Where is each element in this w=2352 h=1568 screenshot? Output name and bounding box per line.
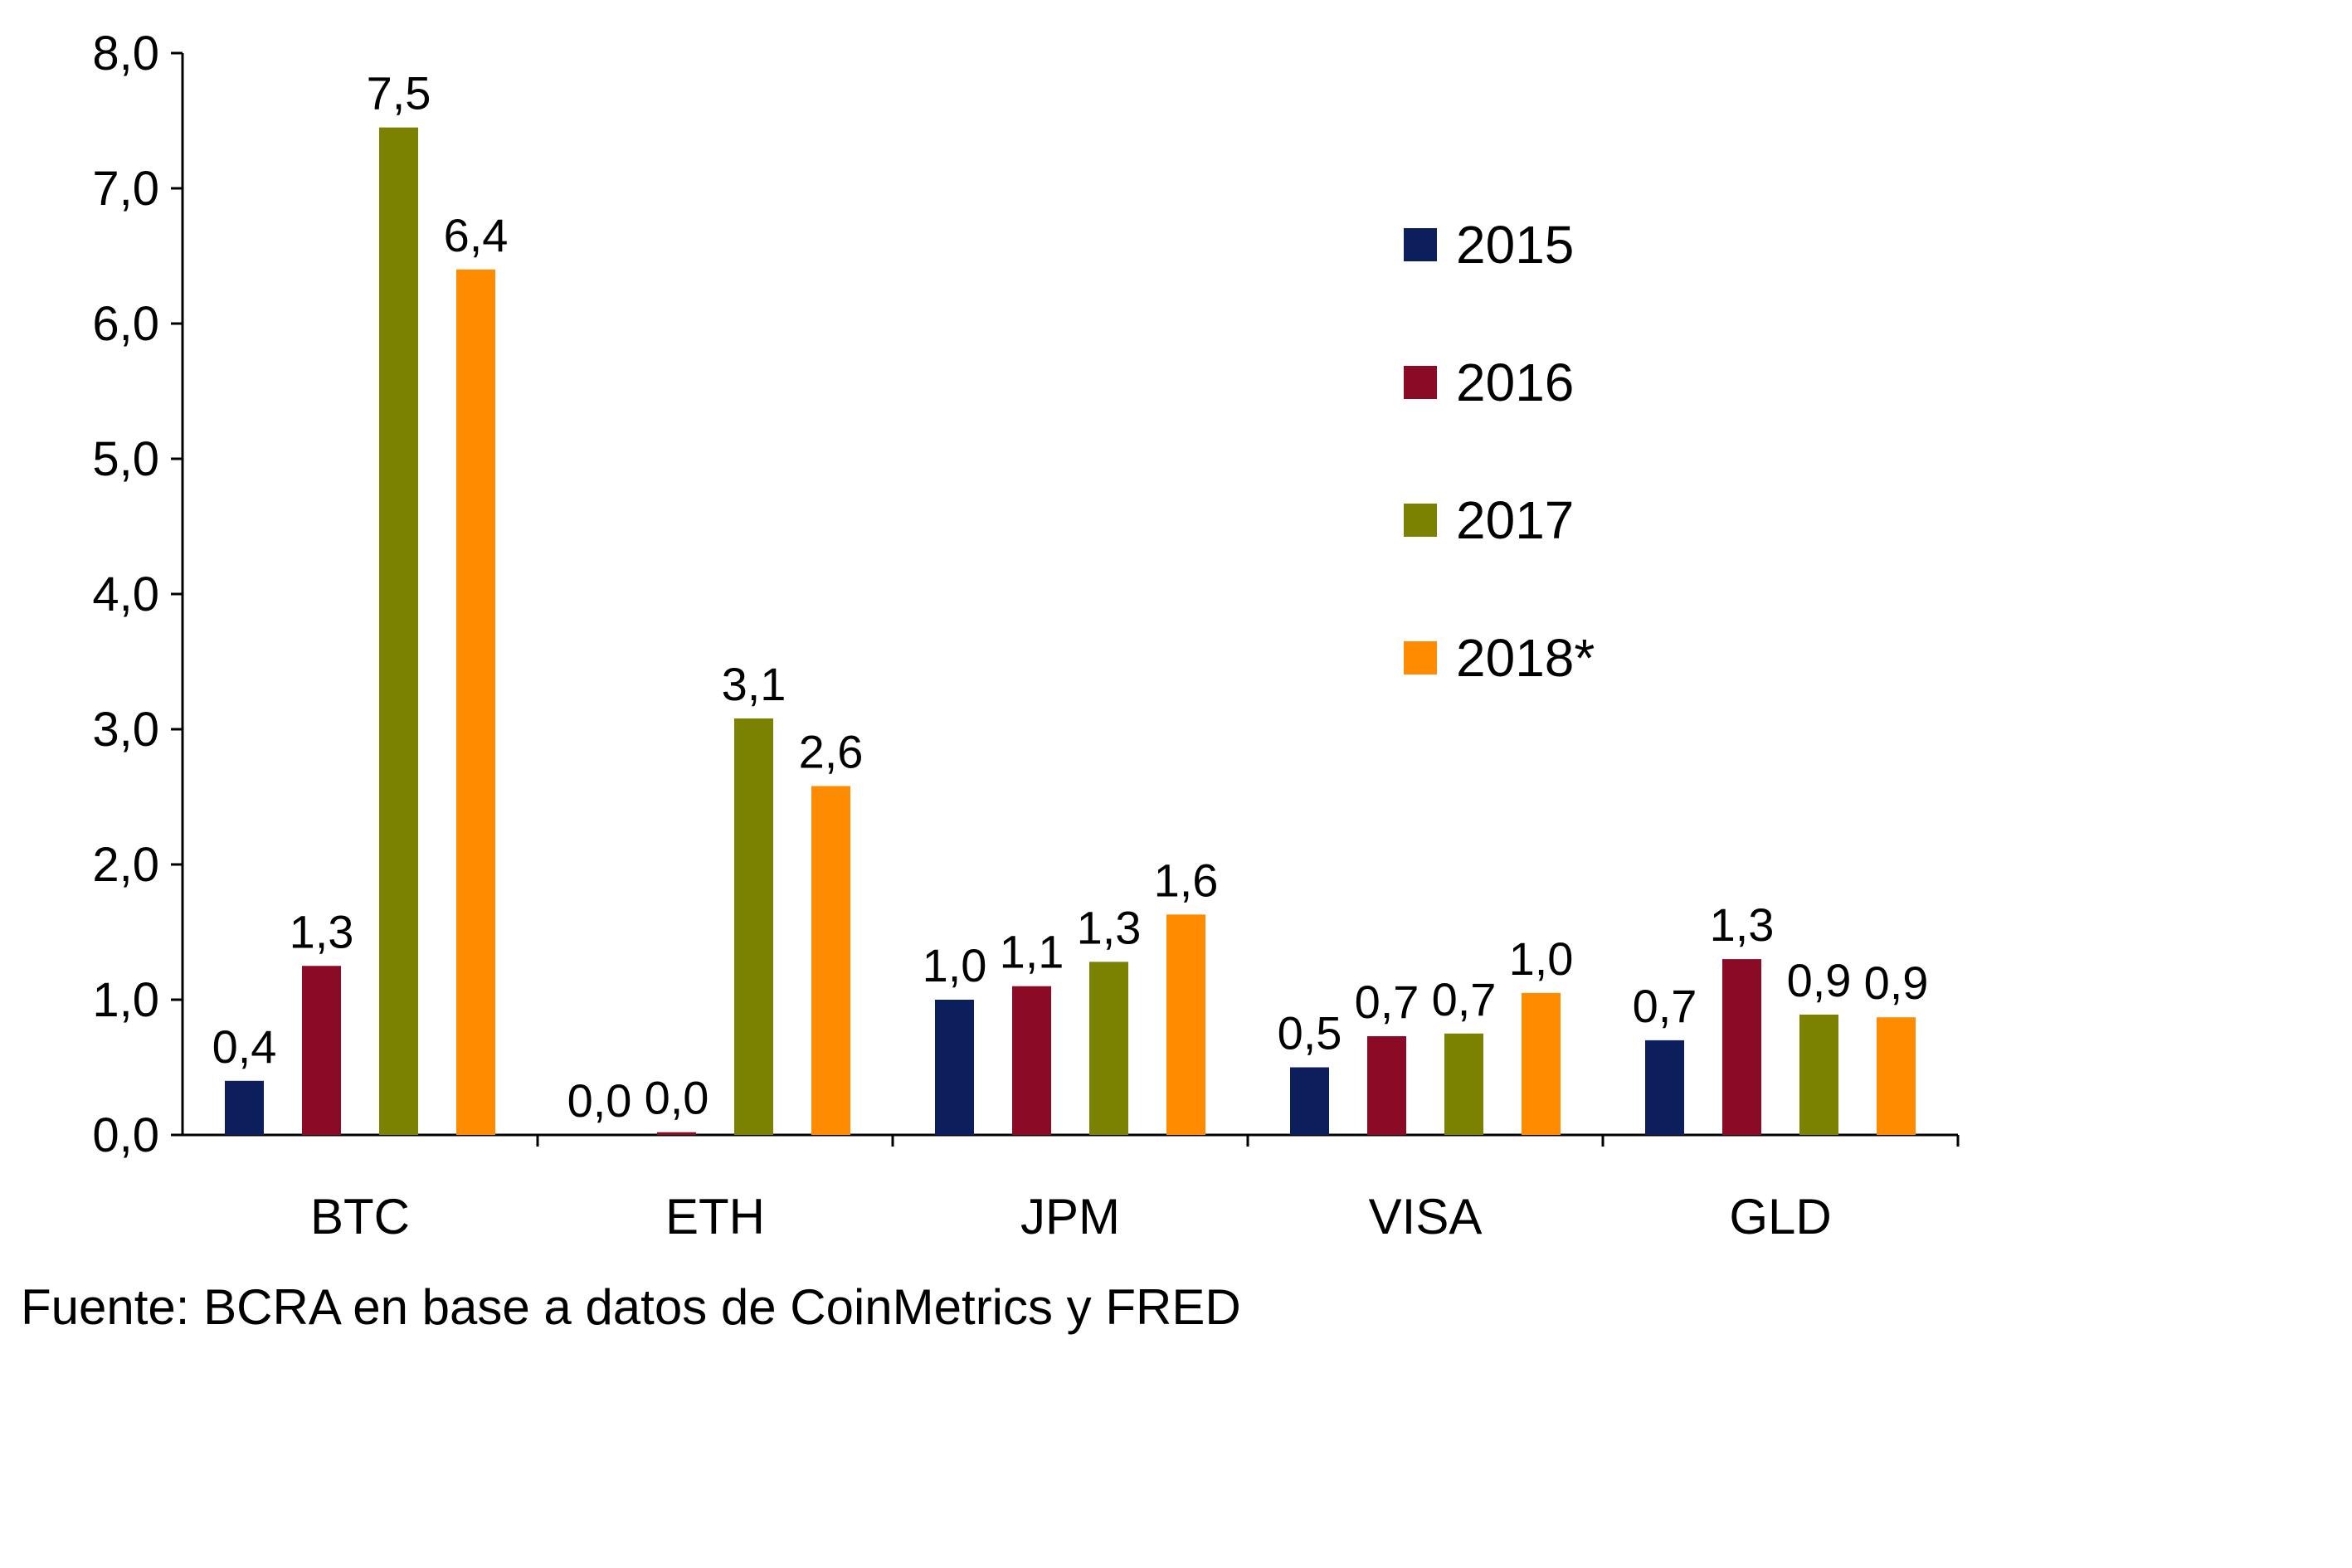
bar-data-label: 0,5 (1278, 1007, 1342, 1059)
bar-data-label: 0,9 (1787, 954, 1852, 1006)
legend-label: 2016 (1456, 353, 1574, 412)
data-labels: 0,41,37,56,40,0 0,03,12,61,0 1,1 1,31,60,50… (212, 67, 1929, 1127)
bar-data-label: 1,6 (1154, 854, 1219, 906)
bar (1012, 986, 1051, 1135)
bar (1522, 992, 1561, 1135)
y-tick-label: 2,0 (92, 838, 159, 892)
x-category-label: ETH (665, 1189, 765, 1244)
bar-data-label: 1,3 (290, 905, 354, 957)
y-tick-label: 0,0 (92, 1108, 159, 1162)
bar-data-label: 0,0 (567, 1074, 632, 1127)
bar-data-label: 7,5 (367, 67, 431, 119)
x-category-label: VISA (1369, 1189, 1483, 1244)
x-category-label: GLD (1729, 1189, 1831, 1244)
bar (1367, 1036, 1406, 1135)
legend-swatch (1404, 228, 1437, 261)
bar (379, 127, 418, 1135)
bar-data-label: 0,7 (1355, 976, 1419, 1028)
bar-data-label: 0,0 (645, 1072, 709, 1124)
bar-data-label: 6,4 (444, 209, 509, 261)
bar-data-label: 0,9 (1864, 957, 1929, 1009)
bar (1290, 1067, 1329, 1135)
bar (1089, 962, 1128, 1135)
legend-label: 2017 (1456, 490, 1574, 550)
legend-swatch (1404, 641, 1437, 674)
y-tick-label: 6,0 (92, 297, 159, 351)
y-tick-label: 4,0 (92, 567, 159, 621)
y-tick-label: 5,0 (92, 432, 159, 486)
bar-data-label: 3,1 (722, 658, 786, 710)
legend: 2015 2016 2017 2018* (1404, 215, 1595, 688)
bar (1645, 1040, 1684, 1135)
y-tick-label: 8,0 (92, 27, 159, 80)
bar-data-label: 0,4 (212, 1020, 277, 1073)
bar (734, 718, 773, 1135)
legend-swatch (1404, 366, 1437, 399)
legend-label: 2018* (1456, 628, 1595, 688)
bar-data-label: 1,0 (923, 939, 987, 991)
x-category-label: BTC (310, 1189, 410, 1244)
bar-data-label: 1,0 (1509, 933, 1574, 985)
source-note: Fuente: BCRA en base a datos de CoinMetr… (21, 1279, 1241, 1335)
axes: 0,0 1,0 2,0 3,0 4,0 5,0 6,0 7,0 8,0 BTC ETH JPM VISA… (92, 27, 1960, 1244)
bar (1799, 1014, 1838, 1135)
bar (1877, 1017, 1916, 1135)
bar (1722, 959, 1761, 1135)
bar-data-label: 2,6 (799, 725, 864, 777)
bar (935, 1000, 974, 1135)
y-tick-label: 7,0 (92, 162, 159, 216)
bar (657, 1132, 696, 1135)
bar-data-label: 0,7 (1432, 973, 1497, 1025)
bar (456, 269, 495, 1135)
bar (225, 1080, 264, 1135)
bar (302, 966, 341, 1135)
bar (1166, 914, 1205, 1135)
y-tick-label: 1,0 (92, 973, 159, 1027)
bar-data-label: 1,1 (1000, 926, 1064, 978)
y-tick-label: 3,0 (92, 703, 159, 757)
bar-data-label: 1,3 (1077, 901, 1142, 953)
bars (225, 127, 1916, 1135)
bar (1444, 1033, 1483, 1135)
bar-data-label: 0,7 (1633, 980, 1697, 1032)
bar (811, 786, 850, 1135)
legend-label: 2015 (1456, 215, 1574, 275)
bar-data-label: 1,3 (1710, 898, 1775, 951)
x-category-label: JPM (1020, 1189, 1120, 1244)
legend-swatch (1404, 504, 1437, 537)
